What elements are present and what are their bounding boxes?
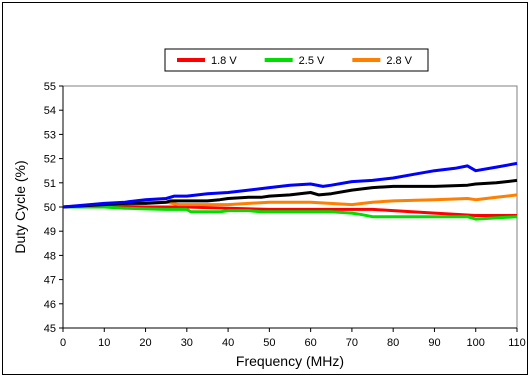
legend-label: 2.8 V	[386, 55, 412, 67]
y-tick-label: 45	[44, 323, 56, 335]
x-tick-label: 30	[181, 337, 193, 349]
series-line-unnamed-4	[62, 161, 518, 209]
y-tick-label: 54	[44, 105, 56, 117]
y-tick-label: 55	[44, 81, 56, 93]
y-axis-title: Duty Cycle (%)	[12, 160, 28, 253]
x-tick-label: 60	[305, 337, 317, 349]
x-tick-label: 100	[467, 337, 485, 349]
legend-box	[164, 48, 429, 72]
x-axis-title: Frequency (MHz)	[236, 353, 344, 369]
x-tick-label: 90	[428, 337, 440, 349]
y-tick-label: 53	[44, 129, 56, 141]
series-line-unnamed-3	[62, 178, 518, 209]
series-group	[62, 161, 518, 221]
y-tick-label: 51	[44, 178, 56, 190]
legend-label: 1.8 V	[211, 55, 237, 67]
y-tick-label: 47	[44, 275, 56, 287]
legend: 1.8 V 2.5 V 2.8 V	[164, 48, 429, 72]
y-tick-label: 50	[44, 202, 56, 214]
x-tick-label: 20	[139, 337, 151, 349]
x-tick-label: 110	[508, 337, 526, 349]
x-tick-label: 10	[98, 337, 110, 349]
x-tick-label: 70	[346, 337, 358, 349]
y-tick-label: 48	[44, 250, 56, 262]
series-line-1-8-v	[62, 204, 517, 217]
x-tick-label: 80	[387, 337, 399, 349]
y-tick-label: 52	[44, 154, 56, 166]
legend-label: 2.5 V	[299, 55, 325, 67]
series-line-2-5-v	[63, 205, 518, 221]
x-tick-label: 50	[263, 337, 275, 349]
x-tick-label: 40	[222, 337, 234, 349]
y-tick-label: 49	[44, 226, 56, 238]
ticks-group: 45 46 47 48 49 50 51 52 53 54 55 0 10 20 30 40 50 60 70 80 9…	[44, 81, 526, 349]
x-tick-label: 0	[60, 337, 66, 349]
y-tick-label: 46	[44, 299, 56, 311]
